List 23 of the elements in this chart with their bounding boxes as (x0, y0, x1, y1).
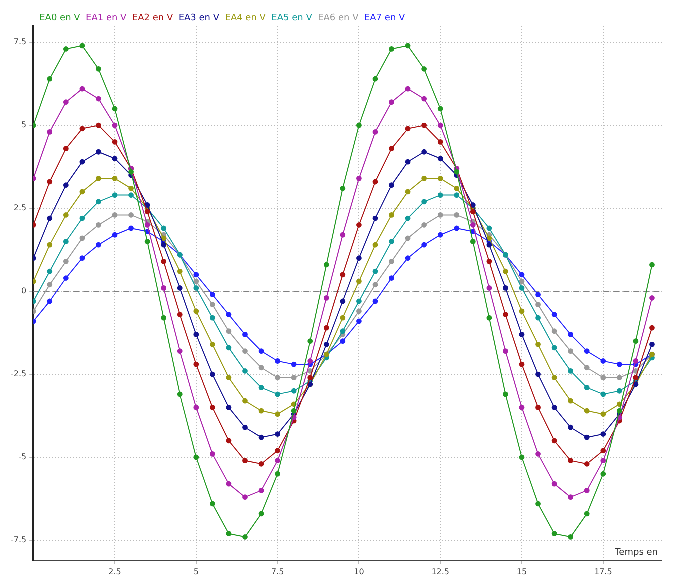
text: EA4 en V (225, 13, 267, 24)
text: EA7 en V (364, 13, 406, 24)
x-tick-label: 10 (354, 567, 364, 576)
text: EA3 en V (178, 13, 220, 24)
y-tick-label: 5 (22, 120, 27, 130)
text: EA2 en V (132, 13, 174, 24)
y-tick-label: -2.5 (11, 370, 27, 379)
x-tick-label: 2.5 (108, 567, 122, 576)
x-axis-title: Temps en (614, 548, 658, 558)
x-tick-label: 15 (516, 567, 528, 576)
y-tick-label: -5 (18, 452, 27, 462)
x-tick-label: 5 (194, 567, 199, 576)
x-tick-label: 12.5 (432, 567, 450, 576)
y-tick-label: 0 (22, 286, 27, 296)
y-tick-label: 2.5 (14, 204, 27, 213)
text: EA5 en V (272, 13, 314, 24)
text: EA0 en V (40, 13, 82, 24)
text: EA6 en V (318, 13, 360, 24)
text: EA1 en V (86, 13, 128, 24)
y-tick-label: -7.5 (11, 536, 27, 545)
x-tick-label: 7.5 (271, 567, 284, 576)
y-tick-label: 7.5 (14, 38, 27, 47)
x-tick-label: 17.5 (594, 567, 612, 576)
